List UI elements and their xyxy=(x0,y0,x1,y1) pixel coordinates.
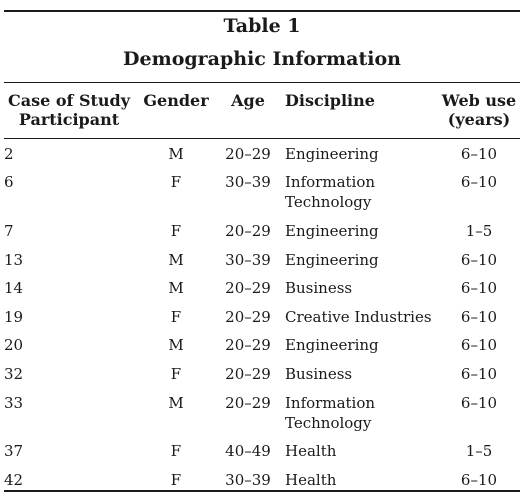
header-gender: Gender xyxy=(143,91,209,110)
header-web-line2: (years) xyxy=(447,110,511,129)
cell-discipline-line2: Technology xyxy=(285,414,372,432)
cell-web-use: 6–10 xyxy=(460,308,498,326)
cell-discipline: Health xyxy=(285,441,433,461)
cell-case: 33 xyxy=(4,394,24,412)
table-bottom-rule xyxy=(4,490,520,492)
demographic-table: Table 1 Demographic Information Case of … xyxy=(4,0,520,500)
header-case-line2: Participant xyxy=(18,110,120,129)
cell-age: 20–29 xyxy=(225,336,271,354)
header-age: Age xyxy=(231,91,265,110)
cell-discipline: Information Technology xyxy=(285,172,433,212)
cell-age: 40–49 xyxy=(225,442,271,460)
cell-web-use: 6–10 xyxy=(460,471,498,489)
cell-case: 6 xyxy=(4,173,14,191)
cell-case: 42 xyxy=(4,471,24,489)
table-title: Demographic Information xyxy=(123,48,401,70)
cell-web-use: 6–10 xyxy=(460,251,498,269)
cell-gender: F xyxy=(170,442,182,460)
cell-gender: M xyxy=(168,394,184,412)
cell-case: 37 xyxy=(4,442,24,460)
cell-case: 13 xyxy=(4,251,24,269)
header-discipline: Discipline xyxy=(285,91,375,110)
cell-gender: F xyxy=(170,308,182,326)
cell-discipline-line1: Engineering xyxy=(285,145,379,163)
cell-age: 20–29 xyxy=(225,394,271,412)
cell-web-use: 6–10 xyxy=(460,394,498,412)
cell-gender: M xyxy=(168,251,184,269)
cell-case: 19 xyxy=(4,308,24,326)
cell-discipline: Information Technology xyxy=(285,393,433,433)
cell-discipline-line2: Technology xyxy=(285,193,372,211)
cell-case: 14 xyxy=(4,279,24,297)
cell-discipline: Health xyxy=(285,470,433,490)
cell-age: 30–39 xyxy=(225,471,271,489)
cell-gender: M xyxy=(168,336,184,354)
header-case-line1: Case of Study xyxy=(7,91,131,110)
cell-web-use: 1–5 xyxy=(465,222,493,240)
cell-web-use: 6–10 xyxy=(460,365,498,383)
cell-discipline-line1: Business xyxy=(285,279,353,297)
cell-discipline-line1: Business xyxy=(285,365,353,383)
cell-discipline-line1: Information xyxy=(285,173,376,191)
cell-age: 20–29 xyxy=(225,222,271,240)
cell-discipline-line1: Health xyxy=(285,471,337,489)
cell-discipline: Business xyxy=(285,364,433,384)
cell-gender: F xyxy=(170,365,182,383)
cell-case: 7 xyxy=(4,222,14,240)
cell-web-use: 6–10 xyxy=(460,279,498,297)
header-web-line1: Web use xyxy=(441,91,517,110)
cell-gender: F xyxy=(170,471,182,489)
cell-age: 20–29 xyxy=(225,308,271,326)
cell-web-use: 6–10 xyxy=(460,145,498,163)
header-top-rule xyxy=(4,82,520,83)
cell-discipline-line1: Health xyxy=(285,442,337,460)
cell-discipline: Creative Industries xyxy=(285,307,433,327)
cell-case: 20 xyxy=(4,336,24,354)
cell-age: 30–39 xyxy=(225,173,271,191)
cell-age: 20–29 xyxy=(225,279,271,297)
cell-case: 32 xyxy=(4,365,24,383)
cell-age: 20–29 xyxy=(225,365,271,383)
table-top-rule xyxy=(4,10,520,12)
cell-age: 30–39 xyxy=(225,251,271,269)
cell-discipline-line1: Engineering xyxy=(285,336,379,354)
cell-discipline: Engineering xyxy=(285,335,433,355)
cell-discipline-line1: Information xyxy=(285,394,376,412)
header-web-use: Web use (years) xyxy=(436,91,522,129)
cell-gender: F xyxy=(170,222,182,240)
cell-discipline-line1: Creative Industries xyxy=(285,308,432,326)
cell-case: 2 xyxy=(4,145,14,163)
cell-discipline-line1: Engineering xyxy=(285,251,379,269)
cell-discipline: Business xyxy=(285,278,433,298)
header-bottom-rule xyxy=(4,138,520,139)
cell-gender: M xyxy=(168,145,184,163)
cell-web-use: 1–5 xyxy=(465,442,493,460)
header-case: Case of Study Participant xyxy=(4,91,134,129)
cell-discipline: Engineering xyxy=(285,250,433,270)
cell-gender: M xyxy=(168,279,184,297)
cell-gender: F xyxy=(170,173,182,191)
cell-web-use: 6–10 xyxy=(460,336,498,354)
cell-discipline: Engineering xyxy=(285,221,433,241)
cell-age: 20–29 xyxy=(225,145,271,163)
cell-discipline: Engineering xyxy=(285,144,433,164)
cell-discipline-line1: Engineering xyxy=(285,222,379,240)
table-number: Table 1 xyxy=(223,15,301,37)
cell-web-use: 6–10 xyxy=(460,173,498,191)
